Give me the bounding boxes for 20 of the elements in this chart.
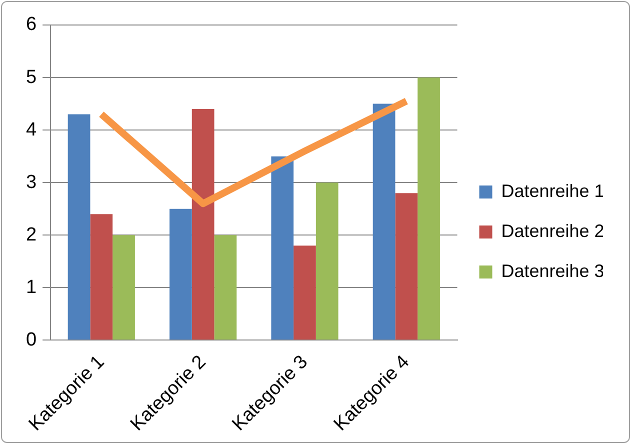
y-tick-label: 1 bbox=[26, 276, 37, 298]
bar bbox=[112, 235, 135, 340]
y-tick-label: 4 bbox=[26, 119, 37, 140]
legend-label: Datenreihe 2 bbox=[501, 220, 604, 241]
bar bbox=[395, 193, 418, 340]
y-tick-label: 2 bbox=[26, 224, 37, 246]
bar bbox=[192, 109, 214, 340]
bar bbox=[316, 182, 338, 340]
bar bbox=[68, 114, 90, 340]
bar bbox=[418, 78, 440, 340]
y-tick-label: 5 bbox=[26, 66, 37, 88]
y-tick-label: 0 bbox=[26, 329, 37, 350]
bar bbox=[271, 156, 294, 340]
bar bbox=[90, 214, 113, 340]
y-tick-label: 3 bbox=[26, 172, 37, 193]
bar bbox=[294, 246, 316, 340]
bar bbox=[214, 235, 237, 340]
y-tick-label: 6 bbox=[26, 14, 37, 36]
bar bbox=[170, 208, 192, 340]
bar bbox=[372, 104, 396, 340]
